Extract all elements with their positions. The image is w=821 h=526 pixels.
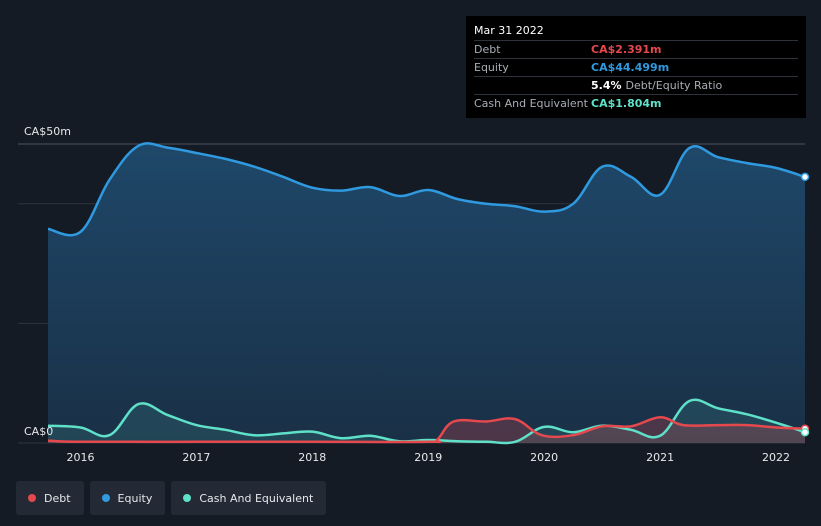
chart-legend: Debt Equity Cash And Equivalent — [16, 481, 327, 515]
legend-item-cash[interactable]: Cash And Equivalent — [171, 481, 327, 515]
series-line-cash-and-equivalent — [47, 398, 806, 445]
equity-dot-icon — [101, 494, 110, 502]
legend-cash-label: Cash And Equivalent — [199, 491, 314, 505]
y-tick-label: CA$50m — [24, 125, 71, 138]
tooltip-ratio-value: 5.4% — [591, 79, 622, 92]
legend-equity-label: Equity — [117, 491, 153, 505]
x-tick-label: 2018 — [298, 451, 326, 464]
tooltip-equity-value: CA$44.499m — [591, 61, 670, 74]
tooltip-panel: Mar 31 2022 Debt CA$2.391m Equity CA$44.… — [466, 16, 806, 118]
tooltip-equity-row: Equity CA$44.499m — [474, 58, 798, 76]
tooltip-ratio-label: Debt/Equity Ratio — [625, 79, 723, 92]
legend-item-debt[interactable]: Debt — [16, 481, 84, 515]
debt-dot-icon — [28, 494, 36, 502]
series-area-cash-and-equivalent — [48, 399, 805, 444]
tooltip-debt-row: Debt CA$2.391m — [474, 40, 798, 58]
x-tick-label: 2021 — [646, 451, 674, 464]
series-area-debt — [48, 417, 805, 443]
series-line-debt — [47, 416, 806, 444]
x-tick-label: 2016 — [66, 451, 94, 464]
x-tick-label: 2020 — [530, 451, 558, 464]
tooltip-cash-value: CA$1.804m — [591, 97, 662, 110]
series-area-equity — [48, 143, 805, 443]
end-marker-equity — [800, 172, 810, 182]
x-tick-label: 2022 — [762, 451, 790, 464]
tooltip-equity-label: Equity — [474, 61, 509, 74]
x-tick-label: 2017 — [182, 451, 210, 464]
y-tick-label: CA$0 — [24, 425, 53, 438]
tooltip-cash-label: Cash And Equivalent — [474, 97, 588, 110]
series-line-equity — [47, 142, 806, 237]
legend-debt-label: Debt — [44, 491, 71, 505]
tooltip-ratio: 5.4% Debt/Equity Ratio — [591, 77, 722, 94]
tooltip-debt-value: CA$2.391m — [591, 43, 662, 56]
x-tick-label: 2019 — [414, 451, 442, 464]
legend-item-equity[interactable]: Equity — [89, 481, 166, 515]
tooltip-date: Mar 31 2022 — [474, 24, 544, 37]
end-marker-cash-and-equivalent — [800, 427, 810, 437]
cash-dot-icon — [183, 494, 192, 502]
tooltip-cash-row: Cash And Equivalent CA$1.804m — [474, 94, 798, 112]
tooltip-ratio-row: 5.4% Debt/Equity Ratio — [474, 76, 798, 94]
tooltip-debt-label: Debt — [474, 43, 501, 56]
